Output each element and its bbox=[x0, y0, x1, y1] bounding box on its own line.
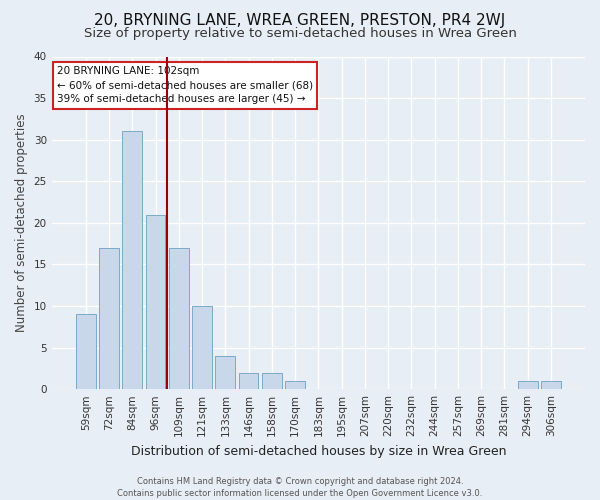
Bar bbox=[192, 306, 212, 389]
Bar bbox=[518, 381, 538, 389]
Text: Contains HM Land Registry data © Crown copyright and database right 2024.
Contai: Contains HM Land Registry data © Crown c… bbox=[118, 476, 482, 498]
Bar bbox=[285, 381, 305, 389]
Text: 20, BRYNING LANE, WREA GREEN, PRESTON, PR4 2WJ: 20, BRYNING LANE, WREA GREEN, PRESTON, P… bbox=[94, 12, 506, 28]
Bar bbox=[239, 372, 259, 389]
Bar bbox=[99, 248, 119, 389]
Bar bbox=[541, 381, 561, 389]
Bar bbox=[76, 314, 95, 389]
Bar bbox=[122, 132, 142, 389]
Text: Size of property relative to semi-detached houses in Wrea Green: Size of property relative to semi-detach… bbox=[83, 28, 517, 40]
X-axis label: Distribution of semi-detached houses by size in Wrea Green: Distribution of semi-detached houses by … bbox=[131, 444, 506, 458]
Bar bbox=[215, 356, 235, 389]
Bar bbox=[262, 372, 282, 389]
Bar bbox=[146, 214, 166, 389]
Text: 20 BRYNING LANE: 102sqm
← 60% of semi-detached houses are smaller (68)
39% of se: 20 BRYNING LANE: 102sqm ← 60% of semi-de… bbox=[57, 66, 313, 104]
Bar bbox=[169, 248, 188, 389]
Y-axis label: Number of semi-detached properties: Number of semi-detached properties bbox=[15, 114, 28, 332]
